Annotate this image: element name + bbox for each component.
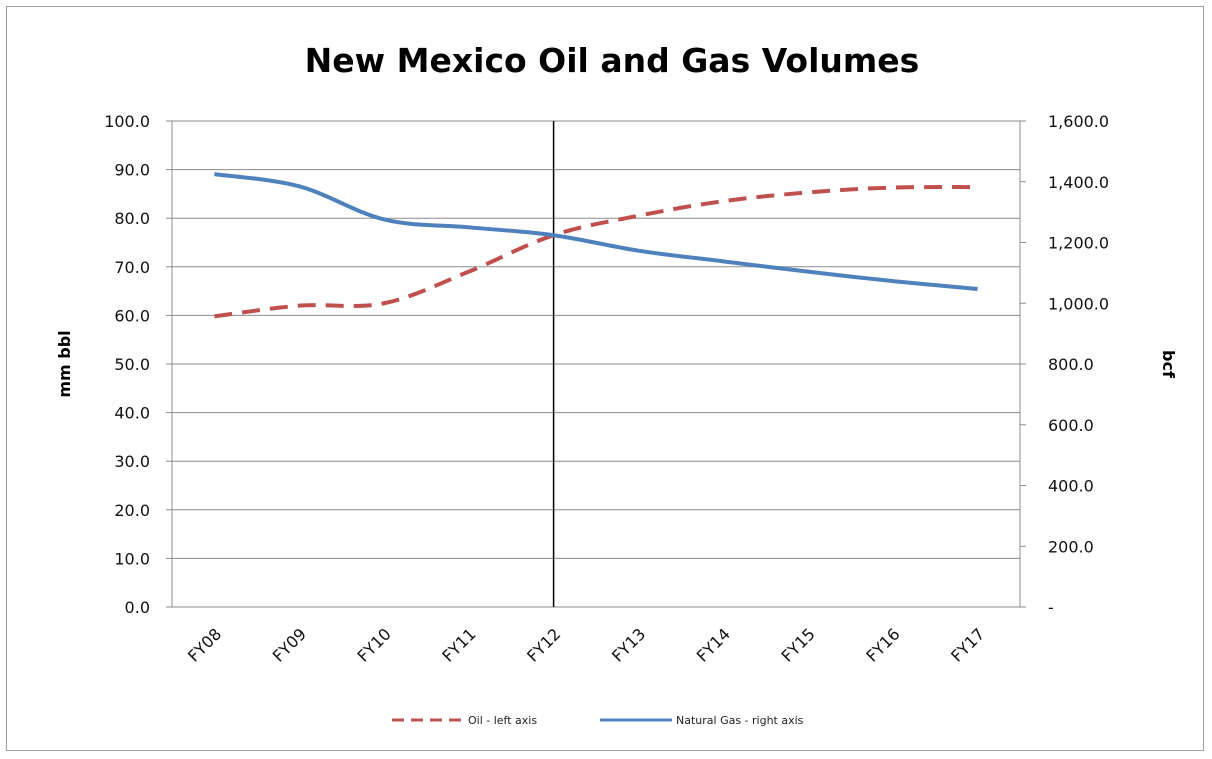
x-tick-label: FY11 — [438, 624, 479, 665]
x-tick-label: FY15 — [778, 624, 819, 665]
right-tick-label: 1,400.0 — [1048, 173, 1109, 192]
x-tick-label: FY10 — [354, 624, 395, 665]
left-tick-label: 0.0 — [125, 598, 150, 617]
left-tick-label: 20.0 — [114, 501, 150, 520]
chart-frame — [6, 6, 1204, 751]
legend: Oil - left axis Natural Gas - right axis — [392, 714, 804, 727]
right-axis-title: bcf — [1159, 350, 1178, 379]
x-tick-label: FY16 — [862, 624, 903, 665]
right-tick-label: 800.0 — [1048, 355, 1094, 374]
x-tick-label: FY17 — [947, 624, 988, 665]
left-axis-title: mm bbl — [55, 330, 74, 397]
x-axis-ticks: FY08 FY09 FY10 FY11 FY12 FY13 FY14 FY15 FY16 FY17 — [184, 624, 988, 665]
legend-label: Natural Gas - right axis — [676, 714, 804, 727]
x-tick-label: FY12 — [523, 624, 564, 665]
series-line-oil — [214, 185, 978, 319]
right-tick-label: 200.0 — [1048, 537, 1094, 556]
left-tick-label: 100.0 — [104, 112, 150, 131]
left-tick-label: 50.0 — [114, 355, 150, 374]
right-tick-label: - — [1048, 598, 1054, 617]
series-lines — [214, 121, 978, 607]
left-tick-label: 40.0 — [114, 404, 150, 423]
left-tick-label: 10.0 — [114, 549, 150, 568]
gridlines — [171, 120, 1021, 608]
right-tick-label: 1,200.0 — [1048, 234, 1109, 253]
legend-label: Oil - left axis — [468, 714, 537, 727]
left-tick-label: 60.0 — [114, 306, 150, 325]
right-tick-label: 600.0 — [1048, 416, 1094, 435]
right-tick-label: 400.0 — [1048, 477, 1094, 496]
left-tick-label: 90.0 — [114, 161, 150, 180]
right-tick-label: 1,000.0 — [1048, 294, 1109, 313]
x-tick-label: FY14 — [693, 624, 734, 665]
left-tick-label: 30.0 — [114, 452, 150, 471]
x-tick-label: FY13 — [608, 624, 649, 665]
x-tick-label: FY09 — [269, 624, 310, 665]
series-line-natural-gas — [214, 172, 978, 291]
right-axis-ticks: - 200.0 400.0 600.0 800.0 1,000.0 1,200.0 1,400… — [1020, 112, 1109, 617]
chart-title: New Mexico Oil and Gas Volumes — [305, 41, 920, 80]
right-tick-label: 1,600.0 — [1048, 112, 1109, 131]
left-axis-ticks: 0.0 10.0 20.0 30.0 40.0 50.0 60.0 70.0 80.0 90.0 1… — [104, 112, 172, 617]
left-tick-label: 70.0 — [114, 258, 150, 277]
left-tick-label: 80.0 — [114, 209, 150, 228]
x-tick-label: FY08 — [184, 624, 225, 665]
